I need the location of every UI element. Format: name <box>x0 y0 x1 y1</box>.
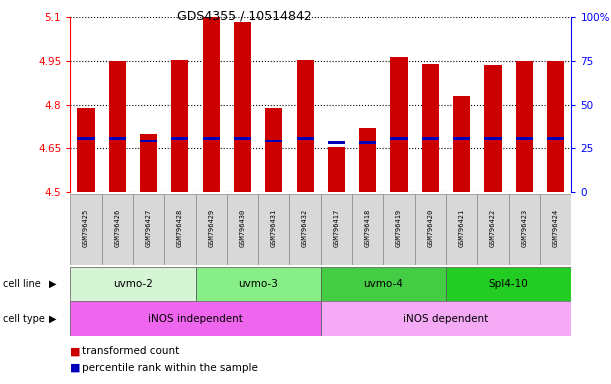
Bar <box>415 194 446 265</box>
Bar <box>196 267 321 301</box>
Bar <box>296 137 313 140</box>
Text: GSM796425: GSM796425 <box>83 209 89 247</box>
Text: ■: ■ <box>70 363 81 373</box>
Bar <box>234 137 251 140</box>
Bar <box>328 141 345 144</box>
Bar <box>171 137 188 140</box>
Bar <box>296 60 313 192</box>
Bar <box>359 128 376 192</box>
Bar <box>265 108 282 192</box>
Text: iNOS independent: iNOS independent <box>148 314 243 324</box>
Bar <box>321 267 446 301</box>
Bar <box>203 17 220 192</box>
Bar <box>485 65 502 192</box>
Bar <box>516 137 533 140</box>
Text: Spl4-10: Spl4-10 <box>489 279 529 289</box>
Text: cell type: cell type <box>3 314 45 324</box>
Bar <box>70 301 321 336</box>
Bar <box>164 194 196 265</box>
Text: cell line: cell line <box>3 279 41 289</box>
Bar <box>547 61 564 192</box>
Text: ■: ■ <box>70 346 81 356</box>
Text: GSM796419: GSM796419 <box>396 209 402 247</box>
Bar <box>227 194 258 265</box>
Bar <box>234 22 251 192</box>
Bar <box>453 96 470 192</box>
Text: uvmo-2: uvmo-2 <box>113 279 153 289</box>
Bar <box>140 134 157 192</box>
Bar <box>290 194 321 265</box>
Bar <box>328 147 345 192</box>
Bar <box>133 194 164 265</box>
Bar <box>446 194 477 265</box>
Bar <box>78 108 95 192</box>
Text: GSM796428: GSM796428 <box>177 209 183 247</box>
Bar <box>140 140 157 142</box>
Text: ▶: ▶ <box>49 279 56 289</box>
Bar <box>547 137 564 140</box>
Bar <box>109 61 126 192</box>
Bar <box>359 141 376 144</box>
Bar <box>70 194 101 265</box>
Bar <box>109 137 126 140</box>
Text: GSM796420: GSM796420 <box>427 209 433 247</box>
Bar <box>203 137 220 140</box>
Bar <box>453 137 470 140</box>
Bar <box>352 194 384 265</box>
Bar <box>78 137 95 140</box>
Text: uvmo-4: uvmo-4 <box>364 279 403 289</box>
Bar <box>509 194 540 265</box>
Bar <box>258 194 290 265</box>
Text: GSM796417: GSM796417 <box>334 209 340 247</box>
Text: GSM796423: GSM796423 <box>521 209 527 247</box>
Bar <box>101 194 133 265</box>
Text: GSM796429: GSM796429 <box>208 209 214 247</box>
Text: GSM796426: GSM796426 <box>114 209 120 247</box>
Text: GSM796422: GSM796422 <box>490 209 496 247</box>
Bar <box>265 140 282 142</box>
Bar <box>422 64 439 192</box>
Bar <box>321 194 352 265</box>
Text: GSM796432: GSM796432 <box>302 209 308 247</box>
Bar <box>516 61 533 192</box>
Text: GSM796424: GSM796424 <box>552 209 558 247</box>
Bar <box>477 194 509 265</box>
Text: ▶: ▶ <box>49 314 56 324</box>
Text: GSM796421: GSM796421 <box>459 209 465 247</box>
Text: GDS4355 / 10514842: GDS4355 / 10514842 <box>177 10 312 23</box>
Bar <box>540 194 571 265</box>
Bar <box>390 56 408 192</box>
Text: GSM796431: GSM796431 <box>271 209 277 247</box>
Bar <box>485 137 502 140</box>
Text: iNOS dependent: iNOS dependent <box>403 314 489 324</box>
Text: GSM796427: GSM796427 <box>145 209 152 247</box>
Bar <box>196 194 227 265</box>
Text: GSM796418: GSM796418 <box>365 209 371 247</box>
Text: transformed count: transformed count <box>82 346 180 356</box>
Bar <box>422 137 439 140</box>
Bar <box>171 60 188 192</box>
Bar <box>70 267 196 301</box>
Bar <box>384 194 415 265</box>
Text: percentile rank within the sample: percentile rank within the sample <box>82 363 258 373</box>
Bar <box>390 137 408 140</box>
Bar <box>321 301 571 336</box>
Bar <box>446 267 571 301</box>
Text: GSM796430: GSM796430 <box>240 209 246 247</box>
Text: uvmo-3: uvmo-3 <box>238 279 278 289</box>
